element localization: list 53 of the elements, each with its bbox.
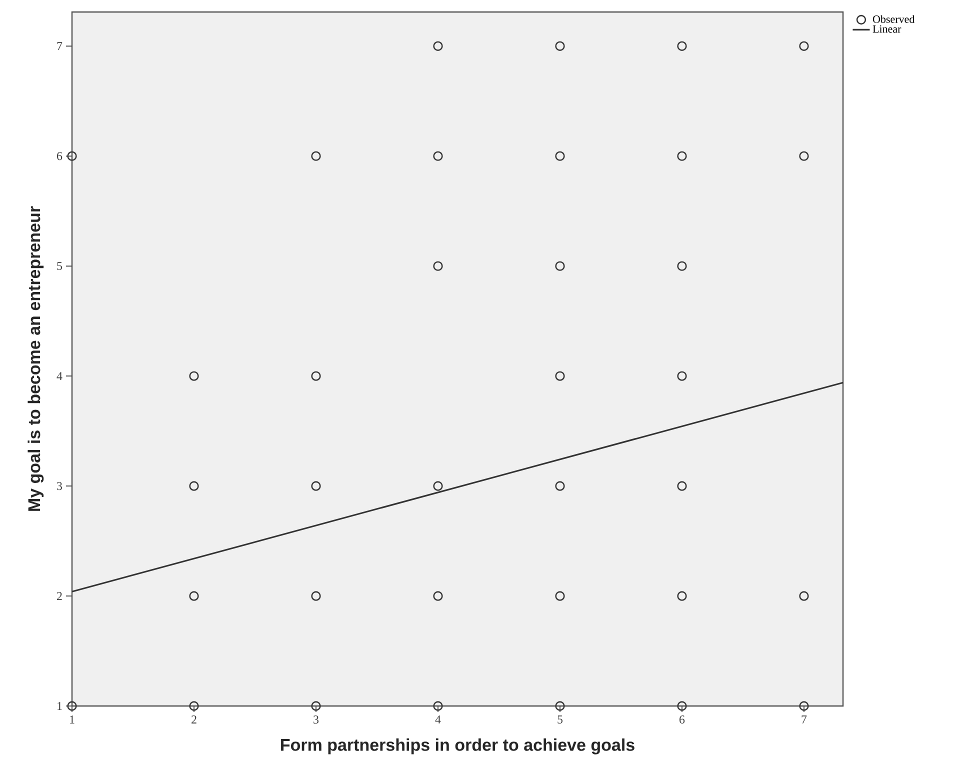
point bbox=[555, 701, 565, 711]
x-tick-label: 5 bbox=[558, 716, 563, 724]
x-tick-label: 2 bbox=[192, 716, 196, 724]
legend-label: Observed bbox=[872, 15, 915, 23]
point bbox=[433, 591, 443, 601]
point bbox=[799, 41, 809, 51]
point bbox=[799, 591, 809, 601]
point bbox=[311, 481, 321, 491]
point bbox=[67, 701, 77, 711]
point bbox=[311, 701, 321, 711]
point bbox=[555, 481, 565, 491]
point bbox=[189, 701, 199, 711]
point bbox=[677, 41, 687, 51]
point bbox=[189, 591, 199, 601]
point bbox=[677, 261, 687, 271]
point bbox=[555, 371, 565, 381]
point bbox=[555, 591, 565, 601]
point bbox=[189, 481, 199, 491]
point bbox=[799, 701, 809, 711]
point bbox=[67, 151, 77, 161]
point bbox=[677, 481, 687, 491]
point bbox=[677, 701, 687, 711]
y-tick-label: 4 bbox=[56, 372, 62, 380]
y-tick-label: 7 bbox=[57, 42, 62, 50]
y-tick-label: 6 bbox=[56, 152, 62, 160]
point bbox=[677, 591, 687, 601]
point bbox=[433, 261, 443, 271]
x-tick-label: 1 bbox=[70, 716, 74, 724]
point bbox=[799, 151, 809, 161]
point bbox=[555, 261, 565, 271]
x-axis-title: Form partnerships in order to achieve goals bbox=[281, 738, 634, 754]
point bbox=[433, 481, 443, 491]
point bbox=[555, 41, 565, 51]
point bbox=[433, 701, 443, 711]
point bbox=[311, 591, 321, 601]
y-tick-label: 2 bbox=[57, 592, 62, 600]
point bbox=[677, 371, 687, 381]
x-tick-label: 4 bbox=[435, 716, 441, 724]
point bbox=[555, 151, 565, 161]
x-tick-label: 6 bbox=[679, 716, 685, 724]
x-tick-label: 3 bbox=[314, 716, 319, 724]
y-tick-label: 1 bbox=[58, 702, 62, 710]
y-axis-title: My goal is to become an entrepreneur bbox=[28, 206, 44, 511]
x-tick-label: 7 bbox=[802, 716, 807, 724]
point bbox=[189, 371, 199, 381]
y-tick-label: 5 bbox=[57, 262, 62, 270]
point bbox=[677, 151, 687, 161]
y-tick-label: 3 bbox=[57, 482, 62, 490]
point bbox=[311, 151, 321, 161]
point bbox=[433, 41, 443, 51]
point bbox=[433, 151, 443, 161]
legend-label: Linear bbox=[872, 25, 902, 33]
point bbox=[311, 371, 321, 381]
